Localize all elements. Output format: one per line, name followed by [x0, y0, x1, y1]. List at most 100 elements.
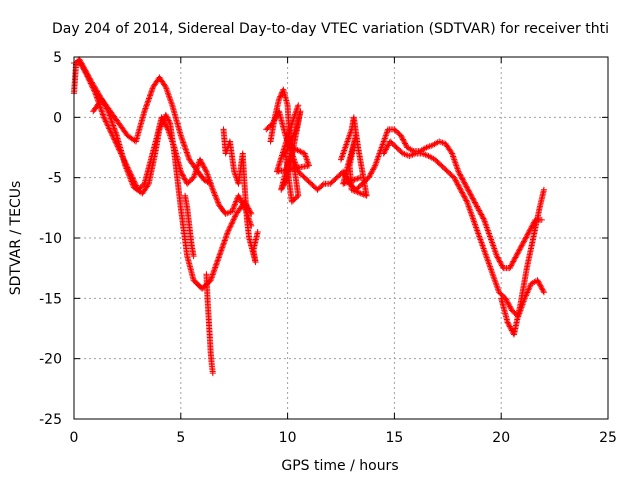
data-point [537, 282, 544, 289]
data-point [290, 145, 297, 152]
data-point [91, 88, 98, 95]
data-point [108, 129, 115, 136]
data-point [370, 166, 377, 173]
data-point [277, 93, 284, 100]
data-point [180, 139, 187, 146]
data-point [190, 253, 197, 260]
data-point [111, 136, 118, 143]
data-point [472, 200, 479, 207]
data-point [354, 189, 361, 196]
data-point [536, 281, 543, 288]
data-point [181, 142, 188, 149]
data-point [369, 167, 376, 174]
data-point [209, 186, 216, 193]
data-point [520, 238, 527, 245]
data-point [468, 192, 475, 199]
data-point [380, 150, 387, 157]
data-point [159, 115, 166, 122]
data-point [93, 93, 100, 100]
data-point [109, 119, 116, 126]
data-point [504, 319, 511, 326]
data-point [228, 220, 235, 227]
data-point [161, 119, 168, 126]
data-point [163, 113, 170, 120]
data-point [116, 147, 123, 154]
data-point [80, 66, 87, 73]
data-point [109, 132, 116, 139]
data-point [211, 265, 218, 272]
data-point [522, 235, 529, 242]
data-point [463, 197, 470, 204]
data-point [87, 79, 94, 86]
data-point [463, 183, 470, 190]
data-point [512, 254, 519, 261]
data-point [371, 163, 378, 170]
data-point [212, 264, 219, 271]
data-point [399, 135, 406, 142]
data-point [469, 194, 476, 201]
x-axis-label: GPS time / hours [281, 458, 398, 474]
data-point [342, 179, 349, 186]
data-point [365, 174, 372, 181]
data-point [179, 172, 186, 179]
data-point [363, 192, 370, 199]
data-point [149, 85, 156, 92]
data-point [114, 142, 121, 149]
data-point [277, 92, 284, 99]
data-point [213, 195, 220, 202]
data-point [158, 114, 165, 121]
data-point [82, 69, 89, 76]
data-point [516, 247, 522, 254]
data-point [526, 285, 533, 292]
data-point [227, 223, 234, 230]
data-point [466, 190, 473, 197]
data-point [111, 125, 118, 132]
data-point [513, 251, 520, 258]
data-point [118, 151, 125, 158]
data-point [92, 90, 99, 97]
data-point [126, 168, 133, 175]
data-point [144, 101, 151, 108]
data-point [479, 214, 486, 221]
data-point [103, 119, 110, 126]
data-point [498, 262, 505, 269]
data-point [370, 165, 377, 172]
data-point [78, 62, 85, 69]
data-point [357, 190, 364, 197]
data-point [239, 199, 246, 206]
data-point [496, 258, 503, 265]
data-point [476, 208, 483, 215]
y-tick-label: 5 [53, 50, 62, 66]
data-point [506, 322, 513, 329]
data-point [121, 158, 128, 165]
data-point [382, 147, 389, 154]
data-point [89, 83, 96, 90]
data-point [458, 188, 465, 195]
data-point [160, 118, 167, 125]
data-point [177, 168, 184, 175]
data-point [178, 133, 185, 140]
data-point [465, 187, 472, 194]
y-tick-label: -15 [39, 291, 62, 307]
data-point [89, 84, 96, 91]
data-point [98, 107, 105, 114]
data-point [525, 230, 532, 237]
data-point [209, 271, 216, 278]
data-point [507, 263, 514, 270]
data-point [506, 265, 513, 272]
data-point [524, 231, 531, 238]
data-point [355, 175, 362, 182]
x-tick-label: 10 [279, 430, 297, 446]
y-axis-label: SDTVAR / TECUs [8, 181, 24, 296]
data-point [506, 303, 513, 310]
data-point [131, 179, 138, 186]
data-point [209, 370, 216, 377]
data-point [459, 190, 466, 197]
data-point [217, 248, 224, 255]
data-point [493, 253, 500, 260]
axis-ticks [73, 56, 609, 420]
data-point [183, 148, 190, 155]
data-point [518, 242, 525, 249]
data-point [85, 74, 92, 81]
